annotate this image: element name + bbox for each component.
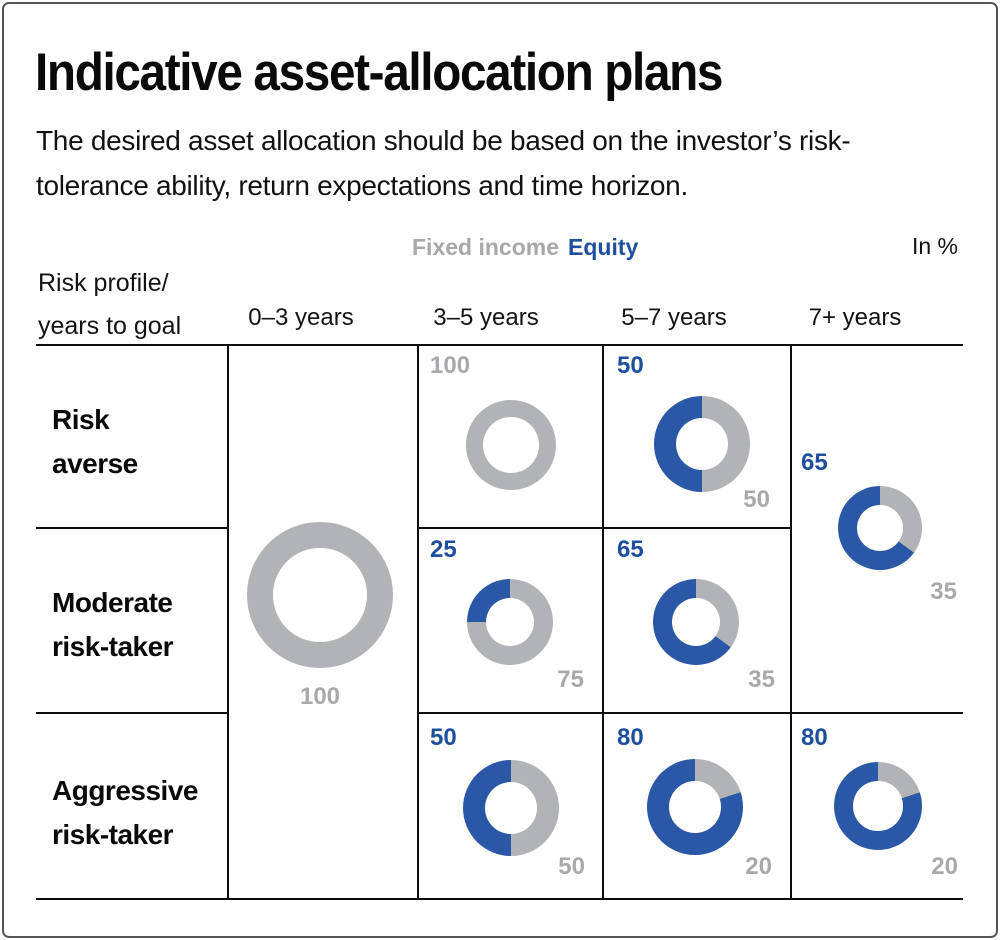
subtitle-line-1: The desired asset allocation should be b… [36, 125, 851, 156]
grid-rule-row1-label [36, 527, 227, 529]
equity-value-aggressive-5-7-years: 80 [617, 724, 644, 751]
grid-rule-col4 [790, 344, 792, 900]
donut-aggressive-5-7-years [647, 759, 743, 855]
equity-value-7-plus-years-spanned: 65 [801, 449, 828, 476]
equity-value-moderate-5-7-years: 65 [617, 536, 644, 563]
donut-all-profiles-0-3-years [247, 522, 393, 668]
grid-rule-bottom [36, 898, 963, 900]
row-label-risk-averse: Risk averse [52, 404, 138, 479]
legend-fixed-income: Fixed income [412, 234, 559, 260]
grid-rule-col1 [227, 344, 229, 900]
equity-value-aggressive-7-plus-years: 80 [801, 724, 828, 751]
grid-rule-header [36, 344, 963, 346]
grid-rule-col2 [417, 344, 419, 900]
grid-rule-row2-label [36, 712, 227, 714]
legend-equity: Equity [568, 234, 639, 260]
fixed-income-value-risk-averse-3-5-years: 100 [430, 352, 471, 379]
donut-moderate-5-7-years [653, 579, 739, 665]
equity-value-risk-averse-5-7-years: 50 [617, 352, 644, 379]
row-header-line-2: years to goal [38, 312, 182, 340]
donut-risk-averse-3-5-years [466, 400, 556, 490]
fixed-income-value-7-plus-years-spanned: 35 [930, 578, 957, 605]
fixed-income-value-moderate-3-5-years: 75 [557, 666, 584, 693]
row-header-line-1: Risk profile/ [38, 269, 169, 297]
row-label-aggressive-risk-taker: Aggressive risk-taker [52, 775, 198, 850]
donut-risk-averse-moderate-7-plus-years [838, 486, 922, 570]
column-header-5-7-years: 5–7 years [621, 304, 727, 331]
row-label-moderate-risk-taker: Moderate risk-taker [52, 587, 174, 662]
fixed-income-value-risk-averse-5-7-years: 50 [743, 486, 770, 513]
legend-unit-label: In % [911, 233, 958, 259]
donut-aggressive-3-5-years [463, 760, 559, 856]
fixed-income-value-moderate-5-7-years: 35 [748, 666, 775, 693]
fixed-income-value-aggressive-5-7-years: 20 [745, 853, 772, 880]
fixed-income-value-all-profiles-0-3-years: 100 [299, 683, 341, 710]
page-subtitle: The desired asset allocation should be b… [36, 118, 851, 208]
fixed-income-value-aggressive-7-plus-years: 20 [931, 853, 958, 880]
page-title: Indicative asset-allocation plans [35, 43, 723, 102]
column-header-7-plus-years: 7+ years [808, 304, 902, 331]
subtitle-line-2: tolerance ability, return expectations a… [36, 170, 688, 201]
equity-value-moderate-3-5-years: 25 [430, 536, 457, 563]
grid-rule-col3 [602, 344, 604, 900]
grid-rule-row2-right [417, 712, 963, 714]
column-header-0-3-years: 0–3 years [248, 304, 354, 331]
donut-moderate-3-5-years [467, 579, 553, 665]
equity-value-aggressive-3-5-years: 50 [430, 724, 457, 751]
donut-aggressive-7-plus-years [834, 762, 922, 850]
column-header-3-5-years: 3–5 years [433, 304, 539, 331]
donut-risk-averse-5-7-years [654, 396, 750, 492]
row-header: Risk profile/ years to goal [38, 262, 181, 348]
fixed-income-value-aggressive-3-5-years: 50 [558, 853, 585, 880]
